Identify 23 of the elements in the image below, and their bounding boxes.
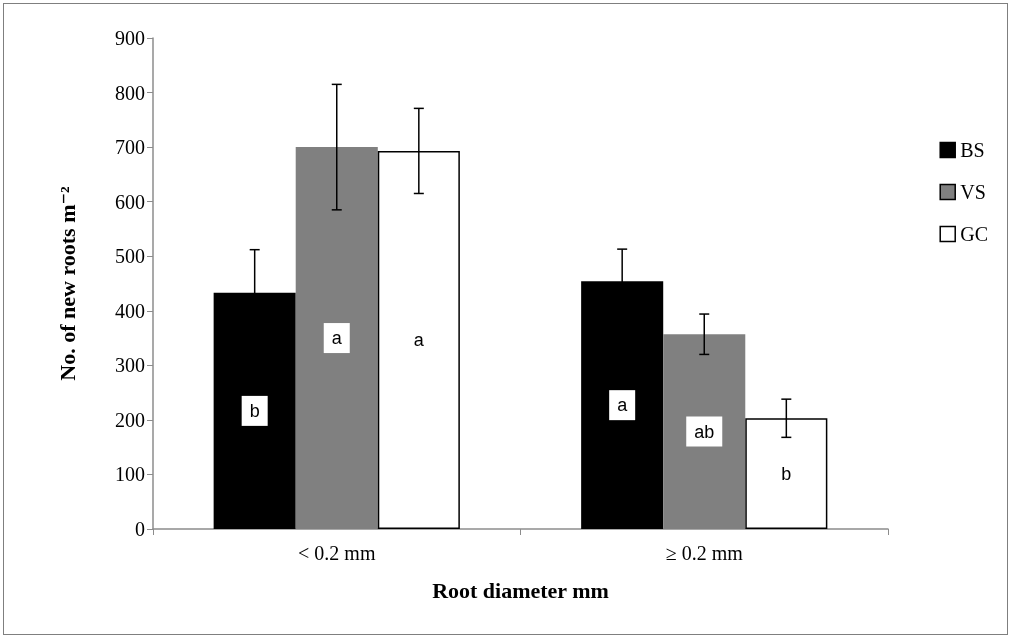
y-axis-title: No. of new roots m⁻²	[54, 185, 80, 381]
data-label: a	[331, 328, 343, 349]
y-tick-label: 100	[115, 463, 145, 486]
data-label: a	[413, 329, 425, 350]
legend-label: VS	[960, 181, 986, 203]
data-label: b	[249, 400, 260, 421]
y-tick-label: 600	[115, 190, 145, 213]
x-tick-label: < 0.2 mm	[298, 542, 376, 564]
y-tick-label: 500	[115, 245, 145, 268]
legend-label: GC	[960, 223, 989, 245]
y-tick-label: 400	[115, 299, 145, 322]
legend-label: BS	[960, 139, 985, 161]
data-label: a	[617, 395, 629, 416]
y-tick-label: 300	[115, 354, 145, 377]
x-tick-label: ≥ 0.2 mm	[665, 542, 744, 564]
y-tick-label: 700	[115, 136, 145, 159]
data-label: ab	[694, 421, 715, 442]
data-label: b	[781, 463, 792, 484]
y-tick-label: 900	[115, 27, 145, 49]
y-tick-label: 0	[135, 518, 145, 540]
y-tick-label: 800	[115, 81, 145, 104]
x-axis-title: Root diameter mm	[432, 577, 609, 603]
y-tick-label: 200	[115, 408, 145, 431]
